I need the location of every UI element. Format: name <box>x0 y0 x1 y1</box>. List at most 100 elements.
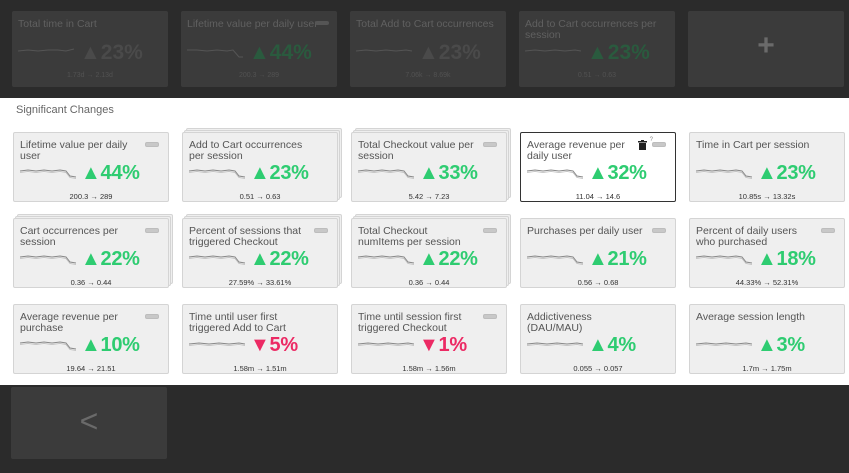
change-percent: ▼5% <box>250 334 298 357</box>
value-range: 0.36 → 0.44 <box>70 278 112 287</box>
value-range: 11.04 → 14.6 <box>575 192 621 201</box>
metric-card[interactable]: Time until session first triggered Check… <box>351 304 507 374</box>
arrow-up-icon: ▲ <box>419 162 439 184</box>
arrow-up-icon: ▲ <box>250 248 270 270</box>
top-metric-card[interactable]: Total Add to Cart occurrences ▲23% 7.06k… <box>350 11 506 87</box>
toggle-icon[interactable] <box>483 142 497 147</box>
section-title: Significant Changes <box>16 104 114 116</box>
sparkline <box>20 341 76 351</box>
metric-card[interactable]: Total Checkout numItems per session ▲22% 0… <box>351 218 507 288</box>
metric-name: Lifetime value per daily user <box>20 139 128 162</box>
metric-card[interactable]: Cart occurrences per session ▲22% 0.36 → 0… <box>13 218 169 288</box>
change-percent: ▲18% <box>757 248 816 271</box>
arrow-down-icon: ▼ <box>250 334 270 356</box>
sparkline <box>358 342 414 346</box>
change-percent: ▲23% <box>418 41 481 64</box>
value-range: 10.85s → 13.32s <box>738 192 796 201</box>
metric-card[interactable]: Time in Cart per session ▲23% 10.85s → 13.… <box>689 132 845 202</box>
metric-card[interactable]: Average revenue per purchase ▲10% 19.64 → … <box>13 304 169 374</box>
value-range: 5.42 → 7.23 <box>408 192 450 201</box>
top-metric-card[interactable]: Add to Cart occurrences per session ▲23%… <box>519 11 675 87</box>
change-percent: ▲22% <box>419 248 478 271</box>
sparkline <box>189 169 245 179</box>
metric-card[interactable]: Average session length ▲3% 1.7m → 1.75m <box>689 304 845 374</box>
value-range: 1.73d → 2.13d <box>67 72 113 79</box>
percent-value: 44% <box>100 162 140 184</box>
toggle-icon[interactable] <box>145 228 159 233</box>
chevron-left-icon: < <box>79 403 99 439</box>
change-percent: ▲23% <box>587 41 650 64</box>
percent-value: 22% <box>438 248 478 270</box>
arrow-down-icon: ▼ <box>419 334 439 356</box>
toggle-icon[interactable] <box>652 228 666 233</box>
change-percent: ▼1% <box>419 334 467 357</box>
help-icon[interactable]: ? <box>649 137 653 143</box>
change-percent: ▲22% <box>81 248 140 271</box>
percent-value: 32% <box>607 162 647 184</box>
value-range: 44.33% → 52.31% <box>735 278 799 287</box>
toggle-icon[interactable] <box>145 142 159 147</box>
percent-value: 23% <box>269 162 309 184</box>
toggle-icon[interactable] <box>315 21 329 25</box>
value-range: 0.055 → 0.057 <box>573 364 623 373</box>
metric-card[interactable]: Lifetime value per daily user ▲44% 200.3 →… <box>13 132 169 202</box>
metric-card[interactable]: Average revenue per daily user? ▲32% 11.04… <box>520 132 676 202</box>
percent-value: 4% <box>607 334 637 356</box>
value-range: 0.51 → 0.63 <box>239 192 281 201</box>
toggle-icon[interactable] <box>145 314 159 319</box>
metric-name: Add to Cart occurrences per session <box>189 139 303 162</box>
metric-name: Average revenue per purchase <box>20 311 118 334</box>
back-button[interactable]: < <box>11 387 167 459</box>
trash-icon[interactable] <box>638 140 647 150</box>
arrow-up-icon: ▲ <box>81 162 101 184</box>
sparkline <box>189 342 245 346</box>
metric-card[interactable]: Percent of sessions that triggered Check… <box>182 218 338 288</box>
arrow-up-icon: ▲ <box>250 162 270 184</box>
value-range: 1.58m → 1.51m <box>233 364 287 373</box>
toggle-icon[interactable] <box>483 314 497 319</box>
sparkline <box>527 342 583 346</box>
metric-card[interactable]: Addictiveness (DAU/MAU) ▲4% 0.055 → 0.057 <box>520 304 676 374</box>
sparkline <box>356 49 412 52</box>
metric-name: Time in Cart per session <box>696 139 810 151</box>
toggle-icon[interactable] <box>821 228 835 233</box>
toggle-icon[interactable] <box>314 228 328 233</box>
top-metric-card[interactable]: Lifetime value per daily user ▲44% 200.3… <box>181 11 337 87</box>
top-metric-card[interactable]: Total time in Cart ▲23% 1.73d → 2.13d <box>12 11 168 87</box>
arrow-up-icon: ▲ <box>81 248 101 270</box>
value-range: 19.64 → 21.51 <box>66 364 116 373</box>
value-range: 1.7m → 1.75m <box>742 364 792 373</box>
sparkline <box>527 169 583 179</box>
metric-name: Average session length <box>696 311 805 323</box>
add-metric-button[interactable]: + <box>688 11 844 87</box>
value-range: 200.3 → 289 <box>69 192 113 201</box>
percent-value: 1% <box>438 334 468 356</box>
change-percent: ▲4% <box>588 334 636 357</box>
arrow-up-icon: ▲ <box>588 334 608 356</box>
percent-value: 18% <box>776 248 816 270</box>
sparkline <box>18 48 74 52</box>
metric-card[interactable]: Add to Cart occurrences per session ▲23% 0… <box>182 132 338 202</box>
change-percent: ▲33% <box>419 162 478 185</box>
toggle-icon[interactable] <box>483 228 497 233</box>
arrow-up-icon: ▲ <box>757 334 777 356</box>
sparkline <box>189 255 245 265</box>
metric-name: Total time in Cart <box>18 18 97 30</box>
percent-value: 10% <box>100 334 140 356</box>
metric-card[interactable]: Purchases per daily user ▲21% 0.56 → 0.68 <box>520 218 676 288</box>
significant-changes-panel: Significant Changes Lifetime value per d… <box>0 98 849 385</box>
percent-value: 22% <box>269 248 309 270</box>
metric-name: Lifetime value per daily user <box>187 18 318 30</box>
arrow-up-icon: ▲ <box>81 334 101 356</box>
metric-card[interactable]: Percent of daily users who purchased ▲18%… <box>689 218 845 288</box>
metric-card[interactable]: Time until user first triggered Add to C… <box>182 304 338 374</box>
arrow-up-icon: ▲ <box>588 162 608 184</box>
toggle-icon[interactable] <box>652 142 666 147</box>
percent-value: 23% <box>776 162 816 184</box>
change-percent: ▲32% <box>588 162 647 185</box>
metric-card[interactable]: Total Checkout value per session ▲33% 5.42… <box>351 132 507 202</box>
value-range: 0.36 → 0.44 <box>408 278 450 287</box>
sparkline <box>358 169 414 179</box>
top-metrics-row: Total time in Cart ▲23% 1.73d → 2.13d Li… <box>0 0 849 98</box>
arrow-up-icon: ▲ <box>757 162 777 184</box>
